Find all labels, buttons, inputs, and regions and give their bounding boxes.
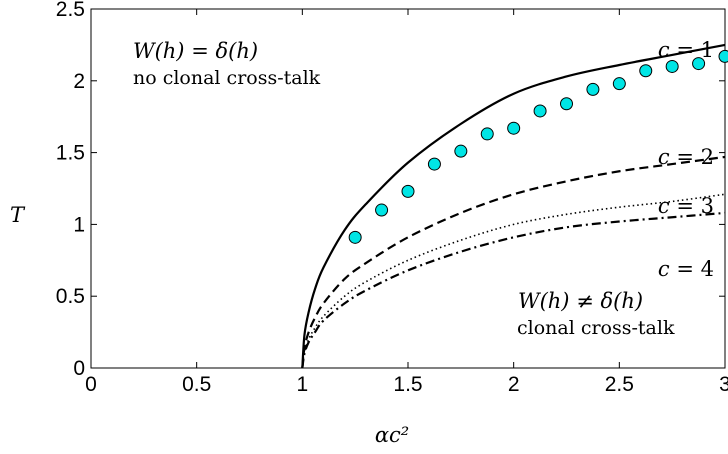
annotation-text-top: no clonal cross-talk <box>133 67 321 89</box>
x-tick-label: 1 <box>296 373 308 396</box>
curve-label-c4: c = 4 <box>658 257 714 281</box>
series-line-c1 <box>301 43 726 369</box>
data-markers <box>348 49 728 244</box>
annotation-text-bottom: clonal cross-talk <box>517 317 675 339</box>
series-line-c4 <box>301 211 726 369</box>
data-point <box>348 230 362 244</box>
data-point <box>718 49 728 63</box>
y-tick-label: 1.5 <box>56 142 85 165</box>
x-tick-label: 0 <box>85 373 97 396</box>
x-tick-label: 2.5 <box>605 373 634 396</box>
annotation-formula-top: W(h) = δ(h) <box>133 39 258 63</box>
y-axis-label: T <box>10 203 26 227</box>
annotation-formula-bottom: W(h) ≠ δ(h) <box>518 289 643 313</box>
data-point <box>507 121 521 135</box>
data-point <box>427 157 441 171</box>
data-point <box>692 57 706 71</box>
series-line-c3 <box>301 193 726 369</box>
data-point <box>639 64 653 78</box>
curve-label-c3: c = 3 <box>658 194 714 218</box>
data-point <box>586 82 600 96</box>
curves <box>301 43 726 369</box>
y-axis-ticks: 0 0.5 1 1.5 2 2.5 <box>56 0 725 380</box>
series-line-c2 <box>301 155 726 369</box>
data-point <box>612 77 626 91</box>
y-tick-label: 2.5 <box>56 0 85 21</box>
x-tick-label: 2 <box>508 373 520 396</box>
data-point <box>665 59 679 73</box>
data-point <box>480 127 494 141</box>
x-tick-label: 3 <box>719 373 728 396</box>
data-point <box>454 144 468 158</box>
y-tick-label: 2 <box>73 70 85 93</box>
y-tick-label: 1 <box>73 213 85 236</box>
data-point <box>560 97 573 111</box>
data-point <box>375 203 389 217</box>
x-axis-ticks: 0 0.5 1 1.5 2 2.5 3 <box>85 9 728 396</box>
x-tick-label: 0.5 <box>182 373 211 396</box>
x-axis-label: αc² <box>375 423 409 447</box>
data-point <box>533 104 547 118</box>
curve-label-c2: c = 2 <box>658 145 714 169</box>
data-point <box>401 184 415 198</box>
x-tick-label: 1.5 <box>393 373 422 396</box>
curve-label-c1: c = 1 <box>658 38 714 62</box>
y-tick-label: 0.5 <box>56 285 85 308</box>
y-tick-label: 0 <box>73 357 85 380</box>
